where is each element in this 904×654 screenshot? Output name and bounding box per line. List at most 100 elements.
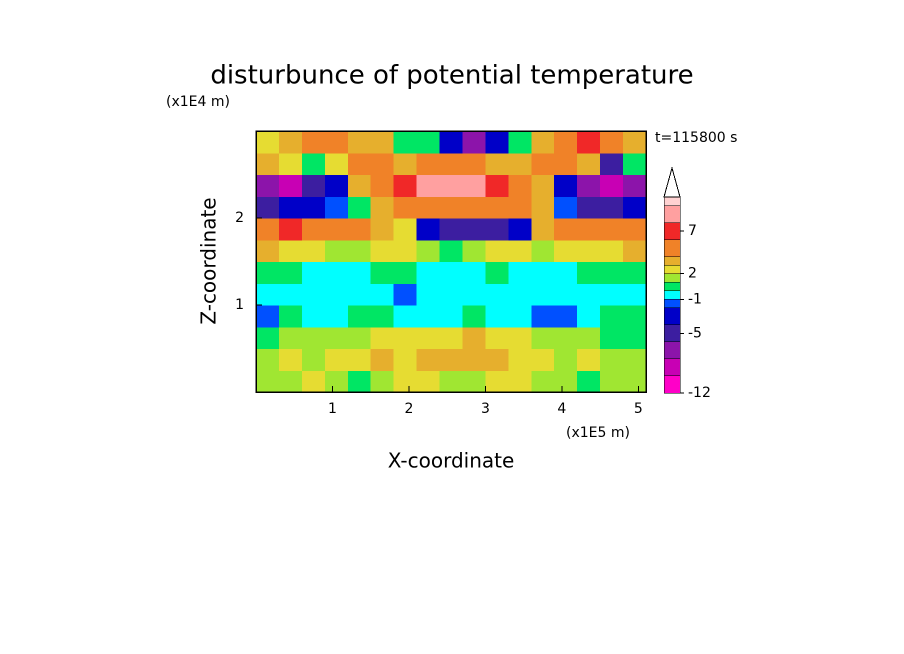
- y-axis-title: Z-coordinate: [197, 197, 221, 324]
- contour-cell: [508, 261, 532, 284]
- contour-cell: [508, 326, 532, 350]
- contour-cell: [393, 239, 418, 263]
- contour-cell: [301, 131, 326, 154]
- contour-cell: [347, 218, 372, 241]
- contour-cell: [577, 261, 601, 284]
- contour-cell: [485, 196, 509, 219]
- contour-cell: [393, 152, 418, 176]
- contour-cell: [278, 131, 303, 154]
- contour-cell: [554, 174, 578, 197]
- contour-cell: [301, 261, 326, 284]
- contour-cell: [485, 131, 509, 154]
- contour-cell: [508, 131, 532, 154]
- contour-cell: [347, 370, 372, 393]
- contour-cell: [439, 326, 464, 350]
- chart-title: disturbunce of potential temperature: [210, 61, 693, 91]
- contour-cell: [370, 348, 395, 371]
- colorbar-box: [663, 307, 681, 326]
- contour-cell: [370, 174, 395, 197]
- contour-cell: [554, 196, 578, 219]
- contour-cell: [324, 305, 349, 328]
- contour-cell: [508, 239, 532, 263]
- contour-cell: [347, 283, 372, 306]
- contour-cell: [577, 218, 601, 241]
- contour-cell: [600, 261, 624, 284]
- contour-cell: [531, 348, 555, 371]
- contour-cell: [600, 131, 624, 154]
- contour-cell: [531, 131, 555, 154]
- contour-cell: [600, 152, 624, 176]
- contour-cell: [370, 305, 395, 328]
- colorbar-box: [663, 196, 681, 206]
- contour-cell: [393, 261, 418, 284]
- contour-cell: [439, 261, 464, 284]
- contour-cell: [577, 283, 601, 306]
- contour-cell: [577, 239, 601, 263]
- contour-cell: [600, 283, 624, 306]
- contour-cell: [393, 348, 418, 371]
- colorbar-tick-label: 7: [688, 223, 697, 239]
- contour-cell: [439, 196, 464, 219]
- contour-cell: [462, 305, 487, 328]
- x-unit-label: (x1E5 m): [566, 425, 630, 441]
- contour-cell: [462, 152, 487, 176]
- contour-cell: [347, 261, 372, 284]
- contour-cell: [416, 239, 441, 263]
- contour-cell: [485, 305, 509, 328]
- contour-cell: [623, 239, 647, 263]
- contour-cell: [416, 131, 441, 154]
- contour-cell: [600, 348, 624, 371]
- contour-cell: [577, 370, 601, 393]
- plot-frame: [255, 130, 647, 393]
- colorbar-tick-label: -12: [688, 385, 711, 401]
- contour-cell: [531, 370, 555, 393]
- contour-cell: [485, 348, 509, 371]
- contour-cell: [256, 239, 280, 263]
- contour-cell: [439, 283, 464, 306]
- contour-cell: [393, 174, 418, 197]
- contour-cell: [623, 261, 647, 284]
- contour-cell: [324, 239, 349, 263]
- contour-cell: [462, 261, 487, 284]
- contour-cell: [462, 239, 487, 263]
- contour-cell: [370, 370, 395, 393]
- contour-cell: [393, 218, 418, 241]
- contour-cell: [531, 218, 555, 241]
- contour-cell: [485, 283, 509, 306]
- colorbar-tick-label: 2: [688, 266, 697, 282]
- contour-cell: [370, 326, 395, 350]
- contour-cell: [324, 261, 349, 284]
- contour-cell: [623, 218, 647, 241]
- contour-cell: [623, 131, 647, 154]
- contour-cell: [485, 174, 509, 197]
- contour-cell: [278, 196, 303, 219]
- contour-cell: [324, 196, 349, 219]
- contour-cell: [623, 348, 647, 371]
- contour-cell: [347, 239, 372, 263]
- contour-cell: [508, 305, 532, 328]
- contour-cell: [577, 348, 601, 371]
- contour-cell: [324, 370, 349, 393]
- contour-cell: [301, 152, 326, 176]
- contour-cell: [416, 152, 441, 176]
- colorbar-box: [663, 273, 681, 283]
- contour-cell: [393, 283, 418, 306]
- contour-cell: [416, 305, 441, 328]
- contour-cell: [623, 326, 647, 350]
- colorbar-box: [663, 281, 681, 291]
- contour-cell: [508, 348, 532, 371]
- colorbar-box: [663, 205, 681, 223]
- colorbar-box: [663, 299, 681, 309]
- contour-cell: [416, 174, 441, 197]
- contour-cell: [347, 174, 372, 197]
- contour-cell: [508, 283, 532, 306]
- contour-cell: [623, 305, 647, 328]
- contour-cell: [600, 326, 624, 350]
- contour-cell: [600, 218, 624, 241]
- contour-cell: [347, 131, 372, 154]
- contour-cell: [393, 326, 418, 350]
- contour-cell: [577, 131, 601, 154]
- contour-cell: [347, 196, 372, 219]
- contour-cell: [256, 152, 280, 176]
